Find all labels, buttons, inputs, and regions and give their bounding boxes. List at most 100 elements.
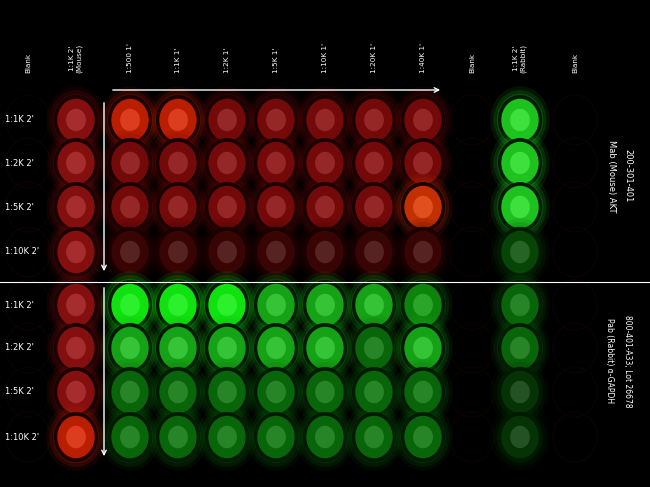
Ellipse shape [510,109,530,131]
Text: 1:1K 2': 1:1K 2' [5,115,34,125]
Ellipse shape [66,109,86,131]
Ellipse shape [401,323,445,373]
Text: 1:5K 2': 1:5K 2' [5,388,34,396]
Ellipse shape [315,426,335,448]
Ellipse shape [498,412,542,462]
Ellipse shape [396,177,449,237]
Ellipse shape [303,412,347,462]
Ellipse shape [103,133,157,193]
Ellipse shape [490,173,550,241]
Ellipse shape [120,241,140,263]
Ellipse shape [208,327,246,369]
Ellipse shape [205,280,249,330]
Ellipse shape [168,196,188,218]
Ellipse shape [413,109,433,131]
Ellipse shape [155,181,201,233]
Ellipse shape [348,275,400,335]
Ellipse shape [257,99,294,141]
Ellipse shape [348,318,400,378]
Ellipse shape [498,280,542,330]
Ellipse shape [46,218,106,286]
Ellipse shape [46,173,106,241]
Ellipse shape [168,241,188,263]
Ellipse shape [159,99,197,141]
Ellipse shape [148,403,208,471]
Ellipse shape [108,367,152,417]
Ellipse shape [315,196,335,218]
Ellipse shape [201,362,254,422]
Text: 1:5K 2': 1:5K 2' [5,203,34,211]
Ellipse shape [493,407,547,467]
Ellipse shape [148,271,208,339]
Ellipse shape [396,407,449,467]
Ellipse shape [266,294,286,316]
Ellipse shape [66,196,86,218]
Ellipse shape [217,294,237,316]
Ellipse shape [198,403,257,471]
Ellipse shape [257,142,294,184]
Ellipse shape [393,129,452,197]
Ellipse shape [217,381,237,403]
Ellipse shape [364,381,384,403]
Ellipse shape [315,241,335,263]
Ellipse shape [302,411,348,463]
Ellipse shape [295,271,355,339]
Ellipse shape [54,367,98,417]
Ellipse shape [155,226,201,278]
Text: 1:2K 2': 1:2K 2' [5,343,34,353]
Ellipse shape [217,109,237,131]
Ellipse shape [393,271,452,339]
Ellipse shape [204,366,250,418]
Ellipse shape [208,142,246,184]
Ellipse shape [46,314,106,382]
Ellipse shape [155,366,201,418]
Ellipse shape [393,218,452,286]
Ellipse shape [46,86,106,154]
Ellipse shape [498,367,542,417]
Ellipse shape [49,362,103,422]
Ellipse shape [490,129,550,197]
Ellipse shape [246,218,306,286]
Ellipse shape [246,129,306,197]
Ellipse shape [100,403,160,471]
Ellipse shape [356,186,393,228]
Ellipse shape [490,86,550,154]
Ellipse shape [120,337,140,359]
Ellipse shape [490,403,550,471]
Ellipse shape [303,227,347,277]
Ellipse shape [159,371,197,413]
Ellipse shape [413,152,433,174]
Ellipse shape [497,279,543,331]
Ellipse shape [120,196,140,218]
Ellipse shape [497,322,543,374]
Ellipse shape [54,95,98,145]
Ellipse shape [156,138,200,188]
Ellipse shape [401,227,445,277]
Ellipse shape [344,403,404,471]
Ellipse shape [54,182,98,232]
Ellipse shape [298,362,352,422]
Ellipse shape [404,186,442,228]
Ellipse shape [205,227,249,277]
Ellipse shape [351,322,397,374]
Ellipse shape [498,182,542,232]
Ellipse shape [254,95,298,145]
Ellipse shape [404,371,442,413]
Ellipse shape [257,327,294,369]
Ellipse shape [404,231,442,273]
Text: 1:1K 1': 1:1K 1' [175,48,181,73]
Ellipse shape [302,94,348,146]
Ellipse shape [306,142,344,184]
Ellipse shape [253,181,299,233]
Ellipse shape [302,226,348,278]
Ellipse shape [315,109,335,131]
Ellipse shape [156,280,200,330]
Ellipse shape [205,367,249,417]
Ellipse shape [66,426,86,448]
Ellipse shape [306,186,344,228]
Ellipse shape [53,137,99,189]
Ellipse shape [413,241,433,263]
Ellipse shape [303,95,347,145]
Ellipse shape [168,337,188,359]
Ellipse shape [120,152,140,174]
